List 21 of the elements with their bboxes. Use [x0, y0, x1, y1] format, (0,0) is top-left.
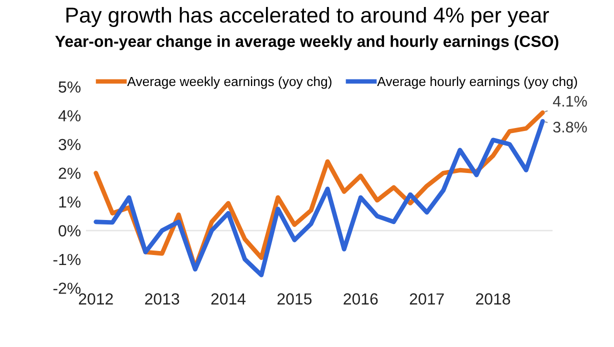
x-tick-label: 2015 — [278, 293, 312, 305]
y-tick-label: -1% — [53, 254, 81, 266]
legend-label: Average weekly earnings (yoy chg) — [127, 76, 332, 89]
chart-subtitle: Year-on-year change in average weekly and hourly earnings (CSO) — [55, 35, 558, 50]
y-tick-label: 5% — [58, 81, 81, 93]
x-tick-label: 2017 — [410, 293, 444, 305]
x-tick-label: 2014 — [211, 293, 246, 305]
y-tick-label: 2% — [58, 168, 81, 179]
data-label: 3.8% — [553, 122, 587, 133]
x-tick-label: 2013 — [145, 293, 180, 305]
x-tick-label: 2018 — [476, 293, 510, 305]
y-tick-label: 1% — [59, 196, 81, 208]
data-label: 4.1% — [552, 96, 587, 107]
legend-label: Average hourly earnings (yoy chg) — [377, 76, 577, 89]
y-tick-label: 3% — [58, 138, 81, 150]
x-tick-label: 2016 — [344, 293, 378, 305]
y-tick-label: -2% — [53, 282, 81, 294]
x-tick-label: 2012 — [78, 293, 113, 305]
y-tick-label: 0% — [58, 225, 81, 236]
y-tick-label: 4% — [58, 110, 81, 122]
chart-title: Pay growth has accelerated to around 4% per year — [66, 6, 549, 28]
